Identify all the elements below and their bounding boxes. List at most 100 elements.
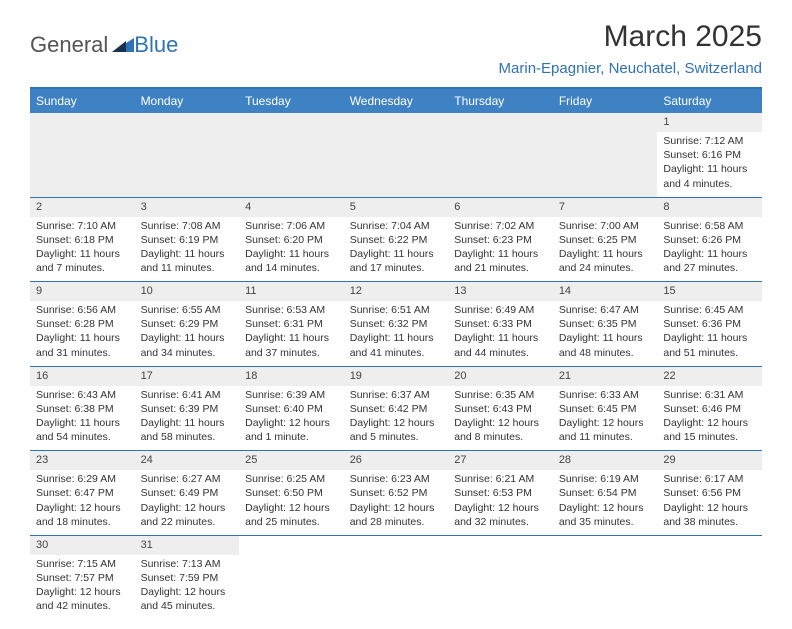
day-detail-line: Sunrise: 6:53 AM [245, 303, 338, 317]
day-detail-line: Sunset: 6:43 PM [454, 402, 547, 416]
day-number: 31 [135, 536, 240, 555]
calendar-day-cell [239, 535, 344, 619]
day-detail-line: Sunset: 6:56 PM [663, 486, 756, 500]
calendar-week-row: 30 Sunrise: 7:15 AMSunset: 7:57 PMDayligh… [30, 535, 762, 619]
day-details: Sunrise: 6:47 AMSunset: 6:35 PMDaylight:… [559, 303, 652, 360]
day-number: 19 [344, 367, 449, 386]
day-number: 6 [448, 198, 553, 217]
day-detail-line: Sunset: 7:57 PM [36, 571, 129, 585]
calendar-day-cell: 17Sunrise: 6:41 AMSunset: 6:39 PMDayligh… [135, 366, 240, 451]
weekday-header-row: SundayMondayTuesdayWednesdayThursdayFrid… [30, 89, 762, 113]
day-number: 27 [448, 451, 553, 470]
calendar-day-cell: 12Sunrise: 6:51 AMSunset: 6:32 PMDayligh… [344, 282, 449, 367]
day-detail-line: Sunset: 6:50 PM [245, 486, 338, 500]
day-number: 30 [30, 536, 135, 555]
day-number: 18 [239, 367, 344, 386]
day-detail-line: Sunrise: 6:25 AM [245, 472, 338, 486]
day-detail-line: Daylight: 12 hours and 32 minutes. [454, 501, 547, 529]
day-number: 12 [344, 282, 449, 301]
day-detail-line: Daylight: 12 hours and 8 minutes. [454, 416, 547, 444]
day-detail-line: Sunset: 6:52 PM [350, 486, 443, 500]
calendar-day-cell: 2Sunrise: 7:10 AMSunset: 6:18 PMDaylight… [30, 197, 135, 282]
calendar-day-cell: 14 Sunrise: 6:47 AMSunset: 6:35 PMDayligh… [553, 282, 658, 367]
day-detail-line: Sunrise: 6:47 AM [559, 303, 652, 317]
day-detail-line: Daylight: 11 hours and 4 minutes. [663, 162, 756, 190]
day-number: 13 [448, 282, 553, 301]
day-detail-line: Daylight: 11 hours and 24 minutes. [559, 247, 652, 275]
day-detail-line: Daylight: 12 hours and 28 minutes. [350, 501, 443, 529]
day-detail-line: Daylight: 11 hours and 31 minutes. [36, 331, 129, 359]
day-detail-line: Sunset: 6:45 PM [559, 402, 652, 416]
calendar-day-cell: 5 Sunrise: 7:04 AMSunset: 6:22 PMDaylight… [344, 197, 449, 282]
day-detail-line: Sunset: 6:42 PM [350, 402, 443, 416]
day-detail-line: Daylight: 11 hours and 48 minutes. [559, 331, 652, 359]
day-details: Sunrise: 7:00 AMSunset: 6:25 PMDaylight:… [559, 219, 652, 276]
day-details: Sunrise: 6:45 AMSunset: 6:36 PMDaylight:… [663, 303, 756, 360]
calendar-day-cell: 16Sunrise: 6:43 AMSunset: 6:38 PMDayligh… [30, 366, 135, 451]
day-detail-line: Sunrise: 7:04 AM [350, 219, 443, 233]
day-detail-line: Daylight: 12 hours and 11 minutes. [559, 416, 652, 444]
day-details: Sunrise: 6:33 AMSunset: 6:45 PMDaylight:… [559, 388, 652, 445]
day-number: 5 [344, 198, 449, 217]
logo-general: General [30, 32, 108, 58]
calendar-day-cell [239, 113, 344, 197]
day-detail-line: Sunset: 6:33 PM [454, 317, 547, 331]
calendar-day-cell: 23Sunrise: 6:29 AMSunset: 6:47 PMDayligh… [30, 451, 135, 536]
day-detail-line: Sunset: 6:46 PM [663, 402, 756, 416]
logo-triangle-icon [112, 32, 134, 58]
day-detail-line: Sunset: 6:23 PM [454, 233, 547, 247]
calendar-day-cell: 11Sunrise: 6:53 AMSunset: 6:31 PMDayligh… [239, 282, 344, 367]
day-detail-line: Daylight: 11 hours and 11 minutes. [141, 247, 234, 275]
day-number: 4 [239, 198, 344, 217]
day-details: Sunrise: 7:04 AMSunset: 6:22 PMDaylight:… [350, 219, 443, 276]
calendar-day-cell: 29Sunrise: 6:17 AMSunset: 6:56 PMDayligh… [657, 451, 762, 536]
day-detail-line: Sunrise: 6:19 AM [559, 472, 652, 486]
day-detail-line: Daylight: 11 hours and 7 minutes. [36, 247, 129, 275]
day-detail-line: Sunset: 6:26 PM [663, 233, 756, 247]
weekday-header: Saturday [657, 89, 762, 113]
day-detail-line: Sunset: 6:25 PM [559, 233, 652, 247]
day-detail-line: Sunrise: 7:00 AM [559, 219, 652, 233]
day-detail-line: Daylight: 12 hours and 38 minutes. [663, 501, 756, 529]
day-details: Sunrise: 7:15 AMSunset: 7:57 PMDaylight:… [36, 557, 129, 614]
day-number: 2 [30, 198, 135, 217]
calendar-week-row: 23Sunrise: 6:29 AMSunset: 6:47 PMDayligh… [30, 451, 762, 536]
logo: General Blue [30, 20, 178, 58]
day-details: Sunrise: 6:21 AMSunset: 6:53 PMDaylight:… [454, 472, 547, 529]
day-number: 29 [657, 451, 762, 470]
day-number: 14 [553, 282, 658, 301]
day-details: Sunrise: 6:41 AMSunset: 6:39 PMDaylight:… [141, 388, 234, 445]
calendar-day-cell: 3Sunrise: 7:08 AMSunset: 6:19 PMDaylight… [135, 197, 240, 282]
day-detail-line: Sunset: 6:54 PM [559, 486, 652, 500]
day-details: Sunrise: 6:43 AMSunset: 6:38 PMDaylight:… [36, 388, 129, 445]
day-details: Sunrise: 7:08 AMSunset: 6:19 PMDaylight:… [141, 219, 234, 276]
day-detail-line: Sunrise: 6:23 AM [350, 472, 443, 486]
calendar-table: SundayMondayTuesdayWednesdayThursdayFrid… [30, 89, 762, 619]
day-details: Sunrise: 6:23 AMSunset: 6:52 PMDaylight:… [350, 472, 443, 529]
day-details: Sunrise: 6:39 AMSunset: 6:40 PMDaylight:… [245, 388, 338, 445]
day-details: Sunrise: 6:25 AMSunset: 6:50 PMDaylight:… [245, 472, 338, 529]
calendar-day-cell: 30 Sunrise: 7:15 AMSunset: 7:57 PMDayligh… [30, 535, 135, 619]
day-details: Sunrise: 6:49 AMSunset: 6:33 PMDaylight:… [454, 303, 547, 360]
calendar-day-cell: 1Sunrise: 7:12 AMSunset: 6:16 PMDaylight… [657, 113, 762, 197]
logo-blue: Blue [134, 32, 178, 58]
calendar-day-cell [553, 535, 658, 619]
calendar-day-cell: 25Sunrise: 6:25 AMSunset: 6:50 PMDayligh… [239, 451, 344, 536]
day-number: 21 [553, 367, 658, 386]
day-details: Sunrise: 6:58 AMSunset: 6:26 PMDaylight:… [663, 219, 756, 276]
day-details: Sunrise: 6:35 AMSunset: 6:43 PMDaylight:… [454, 388, 547, 445]
day-details: Sunrise: 7:02 AMSunset: 6:23 PMDaylight:… [454, 219, 547, 276]
day-detail-line: Sunrise: 7:13 AM [141, 557, 234, 571]
day-detail-line: Sunset: 6:22 PM [350, 233, 443, 247]
day-detail-line: Sunrise: 6:39 AM [245, 388, 338, 402]
day-detail-line: Sunrise: 6:21 AM [454, 472, 547, 486]
day-detail-line: Sunset: 6:35 PM [559, 317, 652, 331]
title-block: March 2025 Marin-Epagnier, Neuchatel, Sw… [499, 20, 762, 77]
day-detail-line: Sunrise: 6:58 AM [663, 219, 756, 233]
weekday-header: Friday [553, 89, 658, 113]
day-detail-line: Daylight: 12 hours and 35 minutes. [559, 501, 652, 529]
calendar-day-cell: 21 Sunrise: 6:33 AMSunset: 6:45 PMDayligh… [553, 366, 658, 451]
calendar-day-cell: 26Sunrise: 6:23 AMSunset: 6:52 PMDayligh… [344, 451, 449, 536]
calendar-day-cell [448, 535, 553, 619]
day-number: 8 [657, 198, 762, 217]
